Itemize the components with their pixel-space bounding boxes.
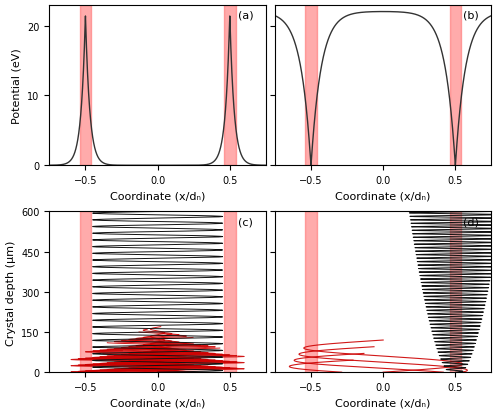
Y-axis label: Crystal depth (μm): Crystal depth (μm) [5,240,15,345]
Text: (c): (c) [238,217,252,227]
Bar [80,5,91,166]
Bar [305,212,317,372]
Text: (b): (b) [463,10,479,20]
Bar [450,212,461,372]
X-axis label: Coordinate (x/dₙ): Coordinate (x/dₙ) [335,397,431,408]
X-axis label: Coordinate (x/dₙ): Coordinate (x/dₙ) [335,191,431,201]
Bar [224,212,236,372]
Text: (d): (d) [463,217,479,227]
Bar [80,212,91,372]
X-axis label: Coordinate (x/dₙ): Coordinate (x/dₙ) [110,397,205,408]
Bar [450,5,461,166]
Text: (a): (a) [238,10,253,20]
Bar [305,5,317,166]
Y-axis label: Potential (eV): Potential (eV) [12,48,22,123]
Bar [224,5,236,166]
X-axis label: Coordinate (x/dₙ): Coordinate (x/dₙ) [110,191,205,201]
